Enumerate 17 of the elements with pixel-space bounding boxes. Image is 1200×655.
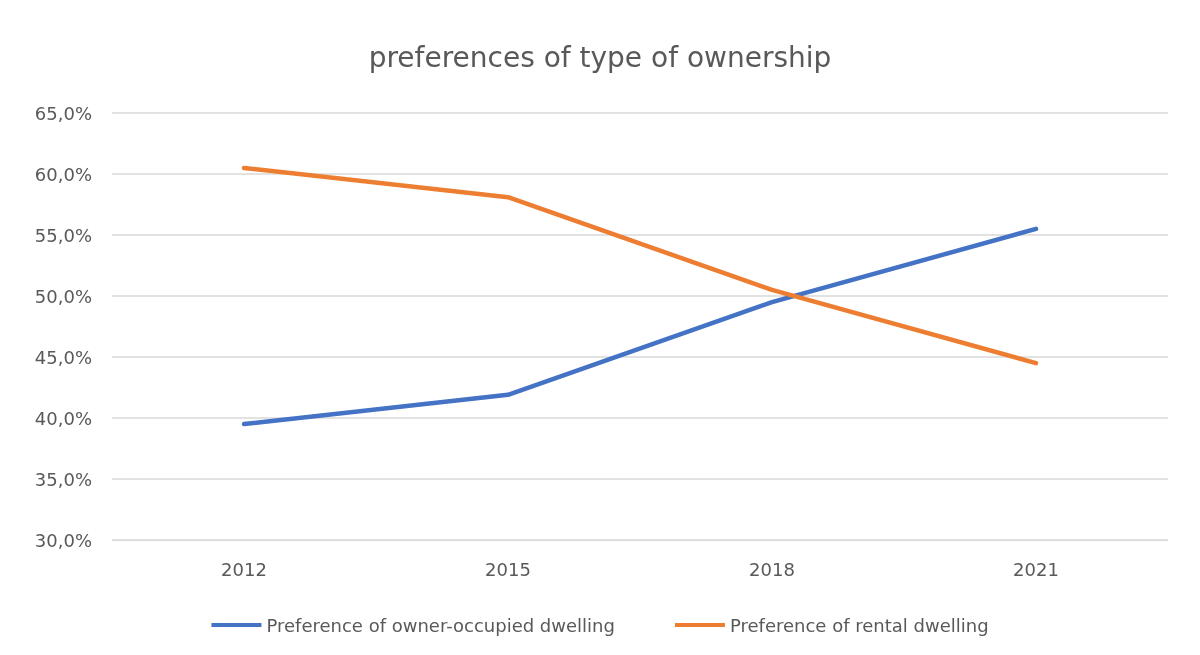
y-tick-label: 45,0% [34,346,92,368]
legend-label: Preference of rental dwelling [729,614,989,636]
y-tick-label: 50,0% [34,285,92,307]
chart-title: preferences of type of ownership [368,40,832,74]
x-tick-label: 2012 [221,558,267,580]
x-tick-label: 2015 [485,558,531,580]
line-series [241,165,1039,366]
y-tick-label: 35,0% [34,468,92,490]
legend-label: Preference of owner-occupied dwelling [266,614,615,636]
y-tick-label: 65,0% [34,102,92,124]
x-tick-label: 2018 [749,558,795,580]
y-tick-label: 30,0% [34,529,92,551]
line-series [241,226,1039,427]
x-tick-label: 2021 [1013,558,1059,580]
y-tick-label: 60,0% [34,163,92,185]
y-tick-label: 40,0% [34,407,92,429]
y-tick-label: 55,0% [34,224,92,246]
